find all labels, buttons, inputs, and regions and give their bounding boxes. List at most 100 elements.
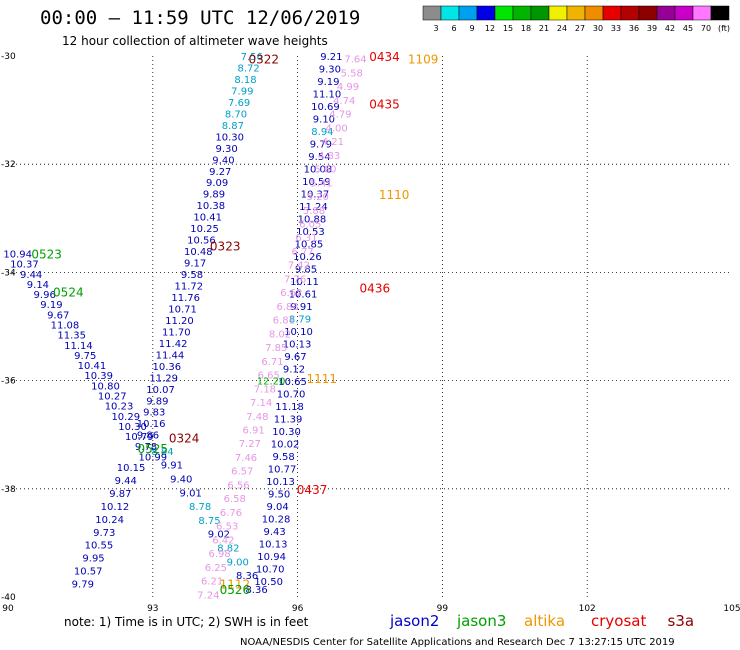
color-scale-label: 70 — [701, 24, 711, 33]
swh-value-label: 10.39 — [84, 371, 113, 382]
swh-value-label: 7.64 — [344, 55, 366, 66]
x-tick-label: 105 — [723, 604, 740, 614]
color-scale: 3 6 9 12 15 18 21 24 27 30 33 36 39 42 45 70 (ft) — [422, 5, 730, 33]
y-tick-label: -30 — [1, 52, 16, 62]
color-scale-label: 42 — [665, 24, 675, 33]
swh-value-label: 5.60 — [314, 165, 336, 176]
swh-value-label: 9.14 — [27, 280, 49, 291]
swh-value-label: 10.13 — [259, 539, 288, 550]
swh-value-label: 9.95 — [82, 554, 104, 565]
swh-value-label: 7.99 — [231, 86, 253, 97]
swh-value-label: 11.35 — [57, 331, 86, 342]
swh-value-label: 7.24 — [197, 590, 219, 601]
swh-value-label: 9.79 — [72, 579, 94, 590]
swh-value-label: 9.44 — [20, 270, 42, 281]
swh-value-label: 6.25 — [205, 563, 227, 574]
swh-value-label: 10.36 — [153, 362, 182, 373]
swh-value-label: 9.78 — [135, 442, 157, 453]
swh-value-label: 11.08 — [51, 320, 80, 331]
x-tick-label: 90 — [2, 604, 14, 614]
pass-time-label: 0436 — [360, 282, 391, 296]
swh-value-label: 8.87 — [222, 121, 244, 132]
swh-value-label: 10.11 — [290, 277, 319, 288]
swh-value-label: 10.08 — [304, 164, 333, 175]
swh-value-label: 6.98 — [208, 549, 230, 560]
swh-value-label: 9.96 — [34, 290, 56, 301]
swh-value-label: 10.56 — [187, 236, 216, 247]
chart-title: 00:00 – 11:59 UTC 12/06/2019 — [40, 7, 360, 29]
color-scale-label: 15 — [503, 24, 513, 33]
pass-time-label: 0435 — [369, 98, 400, 112]
legend-jason2: jason2 — [389, 612, 439, 630]
swh-value-label: 11.44 — [156, 350, 185, 361]
swh-value-label: 11.42 — [159, 339, 188, 350]
swh-value-label: 6.62 — [280, 288, 302, 299]
y-tick-label: -36 — [1, 377, 16, 387]
color-swatch — [458, 5, 478, 21]
swh-value-label: 12.20 — [257, 377, 286, 388]
swh-value-label: 9.17 — [184, 259, 206, 270]
swh-value-label: 11.24 — [299, 202, 328, 213]
swh-value-label: 10.79 — [125, 432, 154, 443]
swh-value-label: 8.36 — [245, 585, 267, 596]
swh-value-label: 8.18 — [234, 75, 256, 86]
swh-value-label: 9.00 — [227, 557, 249, 568]
legend-s3a: s3a — [668, 612, 695, 630]
color-swatch — [476, 5, 496, 21]
swh-value-label: 5.20 — [307, 192, 329, 203]
chart-subtitle: 12 hour collection of altimeter wave hei… — [62, 34, 328, 48]
swh-value-label: 10.28 — [262, 514, 291, 525]
swh-value-label: 10.61 — [289, 289, 318, 300]
swh-value-label: 11.29 — [149, 373, 178, 384]
swh-value-label: 9.58 — [181, 270, 203, 281]
color-swatch — [548, 5, 568, 21]
swh-value-label: 7.56 — [241, 52, 263, 63]
swh-value-label: 4.21 — [322, 137, 344, 148]
swh-value-label: 10.48 — [184, 247, 213, 258]
swh-value-label: 10.53 — [296, 227, 325, 238]
swh-value-label: 6.58 — [224, 494, 246, 505]
color-scale-label: 39 — [647, 24, 657, 33]
swh-value-label: 7.46 — [235, 453, 257, 464]
color-swatch — [674, 5, 694, 21]
swh-value-label: 10.30 — [215, 132, 244, 143]
swh-value-label: 9.27 — [209, 167, 231, 178]
pass-time-label: 1110 — [379, 188, 410, 202]
swh-value-label: 10.02 — [271, 439, 300, 450]
swh-value-label: 6.53 — [216, 522, 238, 533]
swh-value-label: 10.94 — [3, 249, 32, 260]
swh-value-label: 9.12 — [283, 364, 305, 375]
swh-value-label: 10.88 — [298, 214, 327, 225]
swh-value-label: 9.79 — [310, 139, 332, 150]
swh-value-label: 6.31 — [295, 233, 317, 244]
pass-time-label: 1111 — [306, 372, 337, 386]
swh-value-label: 8.82 — [217, 543, 239, 554]
swh-value-label: 5.88 — [303, 206, 325, 217]
data-marks: 7.568.728.187.997.698.708.8710.309.309.4… — [3, 52, 366, 601]
pass-time-label: 1112 — [220, 577, 251, 591]
swh-value-label: 10.65 — [278, 377, 307, 388]
swh-value-label: 11.18 — [275, 402, 304, 413]
swh-value-label: 10.55 — [85, 541, 114, 552]
swh-value-label: 10.25 — [190, 224, 219, 235]
color-swatch — [656, 5, 676, 21]
swh-value-label: 4.74 — [333, 96, 355, 107]
swh-value-label: 5.58 — [341, 68, 363, 79]
swh-value-label: 9.58 — [272, 452, 294, 463]
swh-value-label: 7.27 — [239, 439, 261, 450]
legend-cryosat: cryosat — [591, 612, 646, 630]
color-swatch — [602, 5, 622, 21]
swh-value-label: 9.87 — [109, 489, 131, 500]
swh-value-label: 9.30 — [319, 64, 341, 75]
color-scale-label: 12 — [485, 24, 495, 33]
color-swatch — [440, 5, 460, 21]
swh-value-label: 7.42 — [288, 261, 310, 272]
swh-value-label: 9.83 — [143, 408, 165, 419]
color-swatch — [530, 5, 550, 21]
color-scale-label: 45 — [683, 24, 693, 33]
legend-jason3: jason3 — [456, 612, 506, 630]
color-scale-label: 21 — [539, 24, 549, 33]
swh-value-label: 6.91 — [242, 425, 264, 436]
swh-value-label: 9.43 — [263, 527, 285, 538]
